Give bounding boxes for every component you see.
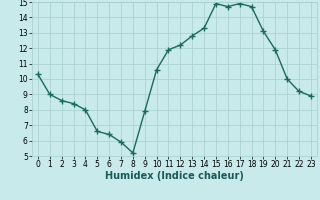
X-axis label: Humidex (Indice chaleur): Humidex (Indice chaleur)	[105, 171, 244, 181]
